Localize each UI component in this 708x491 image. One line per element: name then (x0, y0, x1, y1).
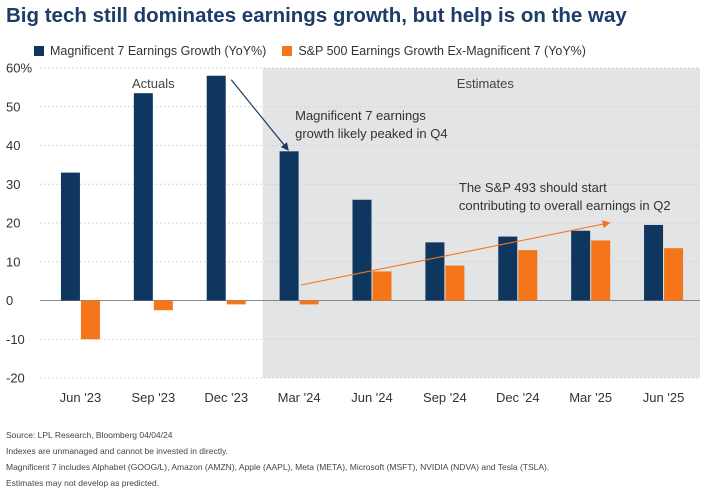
y-tick-label: -20 (6, 371, 25, 386)
footnote-source: Source: LPL Research, Bloomberg 04/04/24 (6, 430, 173, 440)
x-tick-label: Jun '23 (60, 390, 102, 405)
legend-label-mag7: Magnificent 7 Earnings Growth (YoY%) (50, 44, 267, 58)
bar-sp493 (153, 300, 173, 311)
bar-mag7 (352, 199, 372, 301)
legend-swatch-mag7 (34, 46, 44, 56)
x-tick-label: Mar '25 (569, 390, 612, 405)
trend-annotation-line: contributing to overall earnings in Q2 (459, 198, 671, 213)
footnote-mag7-members: Magnificent 7 includes Alphabet (GOOG/L)… (6, 462, 550, 472)
bar-chart: 60% 50 40 30 20 10 0 -10 -20 Jun '23 Sep '23 Dec '2… (6, 61, 700, 405)
bar-mag7 (425, 242, 445, 301)
y-tick-label: 10 (6, 254, 20, 269)
bar-mag7 (279, 151, 299, 301)
x-tick-label: Dec '23 (204, 390, 248, 405)
peak-annotation-line: Magnificent 7 earnings (295, 108, 426, 123)
y-tick-label: 50 (6, 99, 20, 114)
x-tick-label: Sep '23 (131, 390, 175, 405)
peak-annotation-line: growth likely peaked in Q4 (295, 126, 447, 141)
legend-item-sp493: S&P 500 Earnings Growth Ex-Magnificent 7… (282, 44, 586, 58)
x-tick-label: Mar '24 (278, 390, 321, 405)
y-tick-label: 20 (6, 216, 20, 231)
legend-item-mag7: Magnificent 7 Earnings Growth (YoY%) (34, 44, 266, 58)
y-tick-label: 40 (6, 138, 20, 153)
y-tick-label: 30 (6, 177, 20, 192)
x-tick-label: Jun '25 (643, 390, 685, 405)
footnote-estimates: Estimates may not develop as predicted. (6, 478, 160, 488)
bar-mag7 (644, 224, 664, 301)
y-tick-label: 60% (6, 61, 32, 76)
bar-mag7 (571, 230, 591, 301)
bar-sp493 (664, 248, 684, 301)
legend: Magnificent 7 Earnings Growth (YoY%) S&P… (34, 44, 602, 58)
bar-sp493 (518, 250, 538, 301)
estimates-label: Estimates (457, 76, 515, 91)
bar-mag7 (206, 75, 226, 301)
x-tick-label: Dec '24 (496, 390, 540, 405)
footnote-indexes: Indexes are unmanaged and cannot be inve… (6, 446, 228, 456)
bar-sp493 (80, 300, 100, 340)
y-tick-label: 0 (6, 293, 13, 308)
chart-title: Big tech still dominates earnings growth… (6, 4, 627, 27)
trend-annotation-line: The S&P 493 should start (459, 180, 607, 195)
bar-sp493 (299, 300, 319, 305)
y-tick-label: -10 (6, 332, 25, 347)
peak-arrow (230, 79, 289, 151)
bar-sp493 (226, 300, 246, 305)
trend-arrow (301, 220, 611, 286)
bar-mag7 (498, 236, 518, 301)
bar-sp493 (372, 271, 392, 301)
legend-swatch-sp493 (282, 46, 293, 56)
legend-label-sp493: S&P 500 Earnings Growth Ex-Magnificent 7… (298, 44, 586, 58)
bar-sp493 (591, 240, 611, 301)
x-tick-label: Sep '24 (423, 390, 467, 405)
bar-mag7 (60, 172, 80, 301)
x-tick-label: Jun '24 (351, 390, 393, 405)
actuals-label: Actuals (132, 76, 175, 91)
bar-sp493 (445, 265, 465, 301)
bar-mag7 (133, 93, 153, 301)
